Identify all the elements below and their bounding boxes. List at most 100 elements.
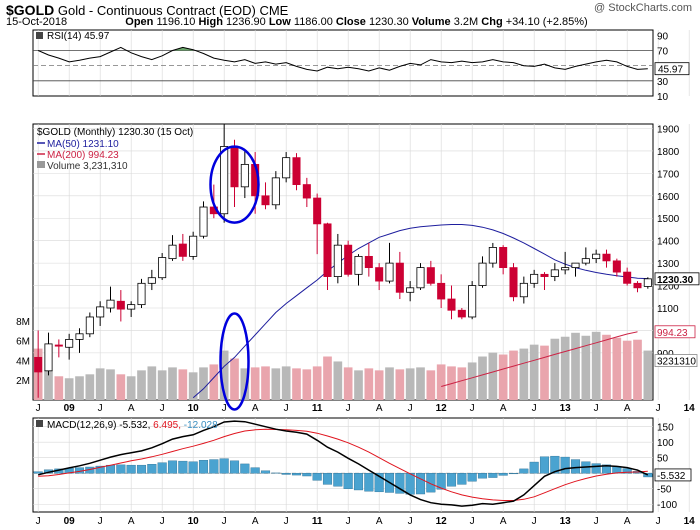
candle-body (478, 262, 487, 286)
macd-histogram-bar (477, 473, 488, 479)
rsi-tick-label: 30 (657, 77, 669, 88)
macd-tick-label: -100 (657, 500, 677, 511)
volume-bar (550, 338, 560, 400)
macd-last-value-box (654, 468, 692, 482)
x-month-label: J (98, 403, 103, 414)
ma200-last-box (654, 325, 696, 339)
candle-body (313, 197, 322, 225)
low-value: 1186.00 (293, 16, 333, 28)
macd-panel-frame (32, 417, 654, 513)
macd-histogram-bar (364, 473, 374, 492)
macd-histogram-bar (33, 471, 43, 474)
volume-bar (157, 370, 167, 400)
macd-histogram-bar (498, 473, 508, 476)
price-tick-label: 1600 (657, 192, 680, 203)
macd-histogram-bar (446, 473, 457, 487)
volume-bar (343, 367, 353, 400)
macd-histogram-bar (643, 473, 653, 478)
price-tick-label: 1200 (657, 282, 680, 293)
candle-body (158, 257, 167, 279)
macd-histogram-bar (550, 455, 560, 474)
x-month-label: J (408, 516, 413, 527)
x-month-label: J (594, 403, 599, 414)
x-month-label: J (284, 516, 289, 527)
volume-bar (219, 350, 229, 400)
macd-histogram-bar (147, 464, 157, 474)
volume-bar (581, 335, 591, 400)
macd-histogram-bar (353, 473, 364, 491)
x-month-label: J (532, 516, 537, 527)
candle-body (406, 287, 415, 293)
volume-tick-label: 6M (16, 337, 30, 348)
volume-bar (602, 334, 611, 400)
volume-bar (405, 368, 415, 400)
candle-body (530, 273, 539, 284)
candle-body (85, 316, 94, 335)
macd-histogram-bar (188, 461, 198, 474)
volume-bar (292, 368, 301, 400)
price-tick-label: 1100 (657, 304, 679, 315)
macd-histogram-bar (157, 462, 167, 474)
macd-histogram-bar (426, 473, 436, 493)
rsi-tick-label: 70 (657, 46, 669, 57)
macd-histogram-bar (167, 460, 178, 474)
high-label: High (198, 16, 223, 28)
macd-last-value-label: -5.532 (657, 471, 686, 482)
high-value: 1236.90 (226, 16, 266, 28)
candle-body (292, 157, 301, 185)
candle-body (540, 273, 549, 277)
price-tick-label: 1500 (657, 214, 680, 225)
macd-histogram-bar (622, 468, 632, 474)
volume-bar (168, 367, 177, 400)
macd-histogram-bar (467, 473, 477, 482)
candle-body (643, 278, 652, 287)
macd-histogram-bar (322, 473, 333, 485)
candle-body (499, 247, 508, 269)
price-panel-frame (32, 123, 654, 401)
macd-histogram-bar (95, 465, 105, 474)
quote-date: 15-Oct-2018 (6, 16, 68, 28)
volume-bar (147, 366, 157, 400)
candle-body (54, 344, 63, 347)
x-year-label: 10 (188, 516, 200, 527)
ma200-line (441, 331, 638, 387)
macd-signal-line (38, 428, 648, 501)
macd-histogram-bar (405, 473, 415, 495)
macd-histogram-bar (343, 473, 353, 489)
macd-histogram-bar (519, 468, 529, 474)
candle-body (302, 184, 311, 199)
macd-histogram-bar (395, 473, 405, 494)
ma50-legend: MA(50) 1231.10 (47, 139, 119, 150)
macd-histogram-bar (601, 464, 612, 474)
price-tick-label: 1800 (657, 147, 680, 158)
volume-legend-swatch (37, 161, 45, 168)
volume-bar (529, 344, 539, 400)
candle-body (354, 255, 363, 275)
candle-body (127, 304, 136, 310)
highlight-circle-price (209, 145, 260, 224)
volume-bar (571, 332, 580, 400)
rsi-overbought-fill (172, 47, 194, 51)
macd-histogram-bar (302, 473, 312, 477)
macd-histogram-bar (240, 463, 250, 474)
volume-bar (323, 356, 332, 400)
volume-legend: Volume 3,231,310 (47, 161, 128, 172)
candle-body (612, 260, 621, 273)
candle-body (44, 343, 53, 372)
volume-bar (519, 348, 529, 400)
volume-bar (354, 370, 363, 400)
volume-bar (509, 350, 518, 400)
macd-histogram-bar (260, 470, 271, 474)
volume-bar (95, 368, 105, 400)
symbol: $GOLD (6, 2, 55, 18)
volume-bar (395, 369, 405, 400)
macd-histogram-bar (136, 464, 147, 474)
volume-tick-label: 4M (16, 356, 30, 367)
candle-body (509, 267, 518, 298)
volume-bar (188, 372, 198, 400)
rsi-legend: RSI(14) 45.97 (47, 31, 110, 42)
candle-body (333, 244, 342, 277)
macd-histogram-bar (570, 459, 581, 474)
candle-body (282, 157, 291, 179)
